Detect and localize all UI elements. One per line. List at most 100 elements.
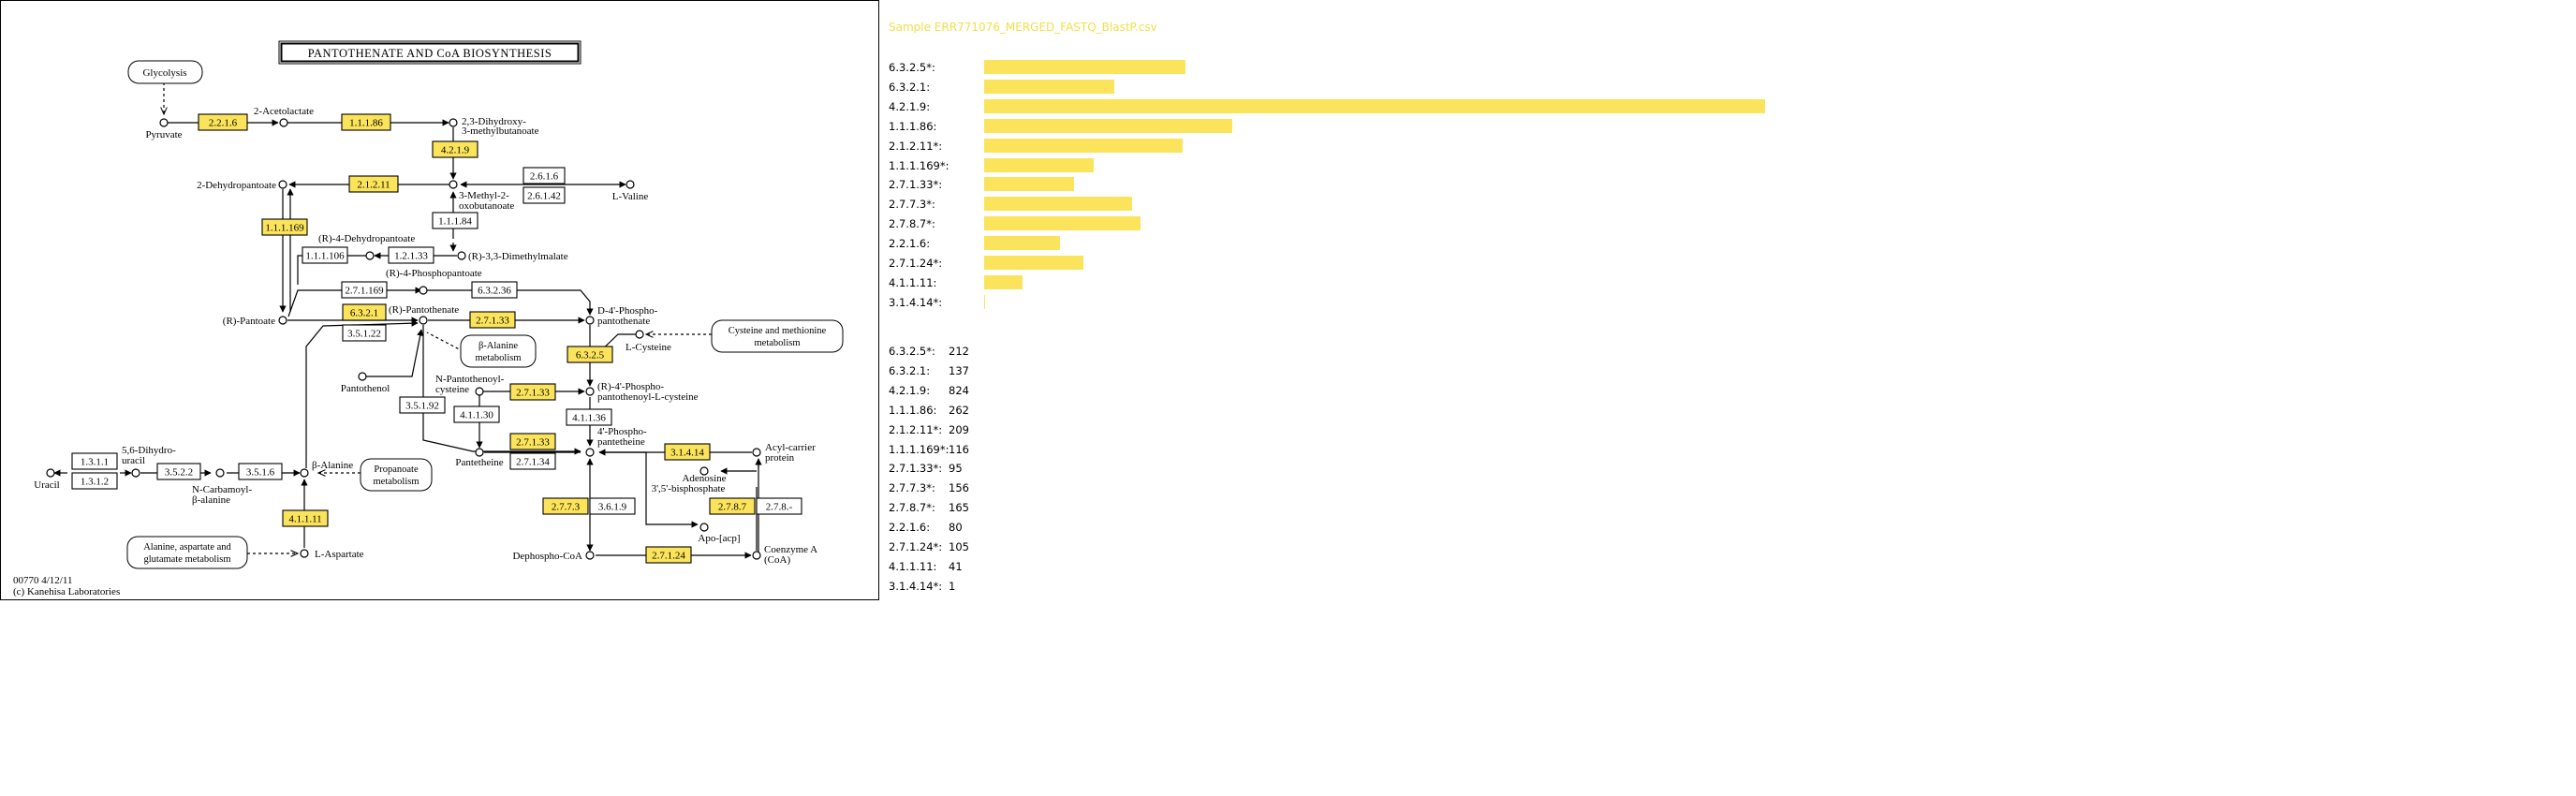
compound-label: (R)-Pantothenate <box>389 304 459 316</box>
pathway-link-propanoate[interactable]: Propanoate metabolism <box>360 458 433 492</box>
compound-label: β-alanine <box>192 494 230 506</box>
enzyme-box[interactable]: 1.3.1.1 <box>71 452 118 470</box>
enzyme-box[interactable]: 3.1.4.14 <box>664 443 711 461</box>
enzyme-box-label: 2.7.1.169 <box>345 286 384 297</box>
enzyme-box[interactable]: 3.5.1.22 <box>342 324 387 342</box>
enzyme-box[interactable]: 2.7.1.33 <box>469 311 516 329</box>
count-label: 3.1.4.14*: <box>889 579 943 593</box>
compound-label: 3-Methyl-2- <box>459 190 509 201</box>
compound-label: β-Alanine <box>312 460 353 471</box>
bar-label: 2.2.1.6: <box>889 237 931 251</box>
compound-node <box>585 316 595 325</box>
enzyme-box-label: 4.1.1.30 <box>460 410 493 421</box>
enzyme-box[interactable]: 4.1.1.36 <box>566 408 612 426</box>
bar-label: 2.7.1.33*: <box>889 178 943 192</box>
enzyme-box[interactable]: 6.3.2.5 <box>567 346 613 363</box>
enzyme-box[interactable]: 2.7.1.33 <box>509 383 556 401</box>
enzyme-box[interactable]: 2.7.8.- <box>756 497 802 515</box>
bar-label: 1.1.1.86: <box>889 119 937 133</box>
count-bar <box>984 157 1094 172</box>
svg-text:metabolism: metabolism <box>374 477 420 487</box>
count-bar <box>984 197 1132 212</box>
enzyme-box[interactable]: 4.1.1.11 <box>282 509 329 527</box>
enzyme-box[interactable]: 2.7.1.169 <box>341 281 388 299</box>
enzyme-box[interactable]: 2.7.1.34 <box>509 452 556 470</box>
compound-node <box>278 316 287 325</box>
enzyme-box[interactable]: 2.6.1.42 <box>523 186 566 204</box>
enzyme-box-label: 3.5.1.22 <box>347 329 381 340</box>
count-bar <box>984 118 1232 133</box>
compound-label: Acyl-carrier <box>765 442 816 453</box>
compound-label: Dephospho-CoA <box>512 551 582 562</box>
compound-label: cysteine <box>435 384 469 395</box>
enzyme-box[interactable]: 6.3.2.1 <box>342 303 387 321</box>
enzyme-box[interactable]: 2.7.1.24 <box>645 546 692 564</box>
compound-label: pantetheine <box>597 436 645 448</box>
compound-label: Apo-[acp] <box>698 533 740 544</box>
enzyme-box[interactable]: 4.2.1.9 <box>432 140 478 158</box>
bar-label: 2.7.1.24*: <box>889 257 943 270</box>
enzyme-box-label: 2.6.1.42 <box>527 191 561 202</box>
enzyme-box[interactable]: 3.5.1.92 <box>399 396 446 414</box>
enzyme-box-label: 6.3.2.36 <box>478 286 511 297</box>
enzyme-box[interactable]: 1.1.1.84 <box>432 212 478 229</box>
enzyme-box[interactable]: 4.1.1.30 <box>453 405 500 423</box>
enzyme-box[interactable]: 2.2.1.6 <box>198 113 248 131</box>
compound-node <box>46 468 55 478</box>
enzyme-box-label: 3.5.1.6 <box>246 467 275 479</box>
bar-label: 3.1.4.14*: <box>889 295 943 309</box>
pathway-link-beta-alanine[interactable]: β-Alanine metabolism <box>460 334 537 368</box>
pathway-link-cysteine[interactable]: Cysteine and methionine metabolism <box>711 319 844 353</box>
count-value: 95 <box>949 462 963 476</box>
compound-node <box>585 551 595 560</box>
enzyme-box[interactable]: 1.3.1.2 <box>71 472 118 490</box>
enzyme-box[interactable]: 2.1.2.11 <box>348 175 399 193</box>
count-bar <box>984 138 1183 153</box>
count-label: 2.7.8.7*: <box>889 501 935 515</box>
count-bar <box>984 274 1023 289</box>
enzyme-box-label: 2.2.1.6 <box>209 118 238 129</box>
sample-panel: Sample ERR771076_MERGED_FASTQ_BlastP.csv… <box>885 0 1915 599</box>
compound-label: N-Pantothenoyl- <box>435 374 505 385</box>
count-value: 116 <box>949 442 969 456</box>
compound-node <box>419 316 428 325</box>
compound-node <box>585 387 595 396</box>
compound-label: Uracil <box>34 479 59 491</box>
compound-label: 2-Acetolactate <box>254 106 314 117</box>
enzyme-box-label: 1.1.1.84 <box>438 216 472 228</box>
enzyme-box-label: 2.1.2.11 <box>357 180 390 191</box>
enzyme-box-label: 2.7.1.34 <box>516 457 550 468</box>
count-bar <box>984 177 1074 192</box>
enzyme-box[interactable]: 3.5.2.2 <box>156 463 201 480</box>
count-label: 4.1.1.11: <box>889 559 937 573</box>
enzyme-box-label: 2.7.7.3 <box>552 502 581 513</box>
count-bar <box>984 60 1185 74</box>
compound-label: 4'-Phospho- <box>597 426 647 437</box>
enzyme-box[interactable]: 2.7.7.3 <box>542 497 589 515</box>
enzyme-box[interactable]: 3.5.1.6 <box>238 463 283 480</box>
compound-node <box>279 118 288 127</box>
enzyme-boxes: 2.2.1.6 1.1.1.86 4.2.1.9 2.1.2.11 2.6.1.6 2.6… <box>71 113 802 564</box>
enzyme-box[interactable]: 1.1.1.86 <box>341 113 391 131</box>
enzyme-box[interactable]: 2.7.8.7 <box>709 497 756 515</box>
compound-label: Adenosine <box>682 473 726 484</box>
bar-label: 2.1.2.11*: <box>889 139 943 153</box>
pathway-link-alanine[interactable]: Alanine, aspartate and glutamate metabol… <box>126 536 248 569</box>
bar-label: 4.1.1.11: <box>889 275 937 289</box>
enzyme-box[interactable]: 1.1.1.106 <box>302 246 348 264</box>
pathway-link-glycolysis[interactable]: Glycolysis <box>127 60 203 84</box>
enzyme-box[interactable]: 3.6.1.9 <box>589 497 636 515</box>
enzyme-box[interactable]: 6.3.2.36 <box>471 281 518 299</box>
compound-node <box>300 468 309 478</box>
enzyme-box[interactable]: 1.1.1.169 <box>261 218 308 236</box>
enzyme-box[interactable]: 2.6.1.6 <box>523 167 566 184</box>
compound-label: 3-methylbutanoate <box>462 125 539 137</box>
sample-title: Sample ERR771076_MERGED_FASTQ_BlastP.csv <box>889 21 1157 34</box>
enzyme-box-label: 2.7.8.- <box>766 502 793 513</box>
enzyme-box[interactable]: 1.2.1.33 <box>388 246 434 264</box>
compound-label: uracil <box>122 455 145 466</box>
enzyme-box[interactable]: 2.7.1.33 <box>509 433 556 450</box>
map-footer-copyright: (c) Kanehisa Laboratories <box>13 586 120 597</box>
count-bar <box>984 294 985 309</box>
svg-text:Propanoate: Propanoate <box>374 464 419 475</box>
